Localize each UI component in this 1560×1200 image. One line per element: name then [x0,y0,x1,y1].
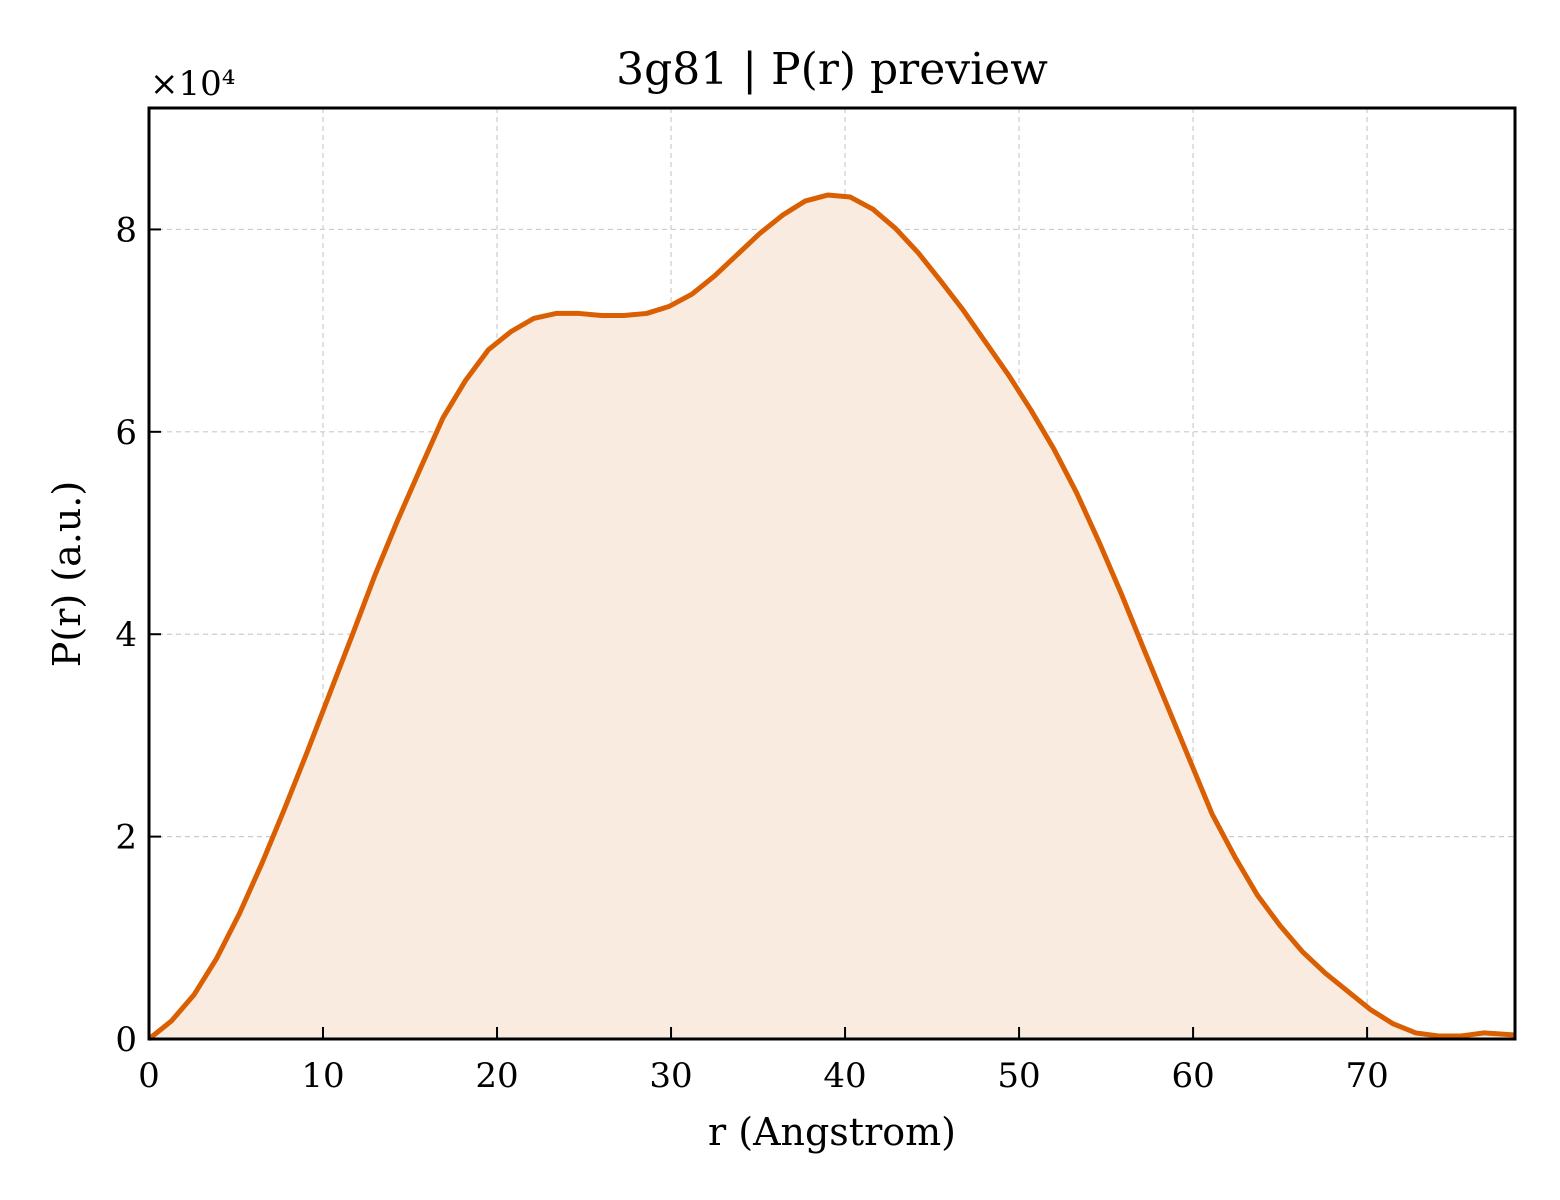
y-tick-label: 2 [115,818,137,858]
x-tick-label: 0 [138,1056,160,1096]
axis-ticks: 0 10 20 30 40 50 60 70 0 2 4 6 8 [115,210,1388,1096]
chart-title: 3g81 | P(r) preview [616,44,1048,95]
pr-area-fill [149,195,1515,1039]
x-tick-label: 10 [301,1056,344,1096]
x-tick-label: 40 [823,1056,866,1096]
x-tick-label: 50 [997,1056,1040,1096]
x-axis-label: r (Angstrom) [708,1110,956,1154]
y-offset-label: ×10⁴ [150,64,235,104]
x-tick-label: 60 [1171,1056,1214,1096]
pr-series-line [147,192,1516,1041]
y-tick-label: 4 [115,615,137,655]
x-tick-label: 20 [475,1056,518,1096]
y-axis-label: P(r) (a.u.) [45,481,89,667]
y-tick-label: 6 [115,413,137,453]
x-tick-label: 30 [649,1056,692,1096]
plot-frame [147,106,1517,1041]
y-tick-label: 0 [115,1020,137,1060]
x-tick-label: 70 [1345,1056,1388,1096]
y-tick-label: 8 [115,210,137,250]
